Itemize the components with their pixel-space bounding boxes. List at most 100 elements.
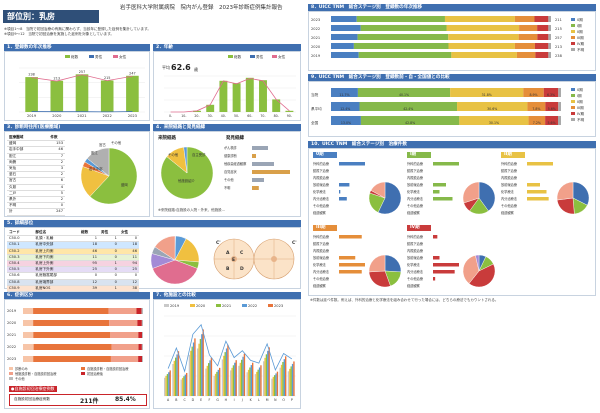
treatment-row-label-0-3: 放射線治療 bbox=[313, 182, 330, 187]
stage-trend-seg-2-0 bbox=[331, 34, 358, 40]
age-bar-2 bbox=[193, 110, 201, 112]
treatment-row-label-0-7: 経過観察 bbox=[313, 210, 327, 215]
table-row: 胆江 7 bbox=[7, 153, 65, 160]
address-pie-label-3: 宮古 bbox=[99, 142, 106, 147]
own-treatment-box: 自施設初回治療症例数 211件 85.4% bbox=[9, 394, 147, 406]
address-pie-label-0: 盛岡 bbox=[121, 182, 128, 187]
breast-label-0: A bbox=[226, 250, 230, 256]
compare-bar-6-3 bbox=[217, 369, 219, 396]
treatment-panel-3: III期 外科的治療 鏡視下治療 内視鏡治療 放射線治療 化学療法 内分泌療法 その他治療 経過… bbox=[313, 225, 403, 295]
section-3-box: 医療圏域 件数 盛岡 153 岩手中部 46 胆江 7 両磐 2 気仙 3 釜石 2 宮古 6 久慈 4 二戸 5… bbox=[4, 131, 150, 217]
table-row: C50.3 乳房下内側 11 0 11 bbox=[7, 254, 139, 262]
address-col-count: 件数 bbox=[43, 135, 65, 142]
compare-bar-14-1 bbox=[280, 364, 283, 396]
treatment-pie-3-slice-0 bbox=[384, 254, 402, 273]
section-4-box: 来院経路 他施設紹介 自主受診 その他 発見経緯 がん検診 健康診断 他疾患経過観察 自覚… bbox=[153, 131, 301, 217]
section-5-box: コード 部位名 総数 男性 女性 C50.0 乳頭・乳輪 1 1 0 C50.1 乳房中央部 18 0 1… bbox=[4, 227, 301, 299]
stage-compare-seglabel-2-0: 13.0% bbox=[341, 121, 351, 125]
compare-bar-3-4 bbox=[194, 338, 196, 396]
treatment-row-label-1-5: 内分泌療法 bbox=[407, 196, 423, 201]
table-row: 計 247 bbox=[7, 208, 65, 216]
treatment-pie-1-slice-5 bbox=[462, 181, 480, 204]
compare-cat-6: G bbox=[216, 398, 219, 402]
stage-compare-seg-2-0 bbox=[331, 116, 361, 125]
stage-trend-legend-2: II期 bbox=[577, 29, 583, 34]
treatment-row-label-3-1: 鏡視下治療 bbox=[313, 241, 330, 246]
found-bar-3 bbox=[252, 170, 290, 174]
compare-bar-8-3 bbox=[234, 362, 236, 396]
compare-cat-1: B bbox=[175, 398, 177, 402]
route-label-2: その他 bbox=[168, 152, 179, 157]
case-seg-0-0 bbox=[23, 308, 34, 314]
site-col-1: 部位名 bbox=[33, 230, 80, 237]
site-cell: 0 bbox=[118, 235, 139, 243]
table-row: 宮古 6 bbox=[7, 177, 65, 185]
compare-cat-5: F bbox=[208, 398, 210, 402]
compare-bar-3-0 bbox=[188, 354, 191, 396]
compare-bar-6-2 bbox=[216, 371, 218, 396]
case-seg-2-3 bbox=[138, 332, 143, 338]
reg-legend-2: 女性 bbox=[119, 54, 127, 59]
treatment-row-label-2-1: 鏡視下治療 bbox=[501, 168, 518, 173]
compare-legend-0: 2019 bbox=[170, 304, 180, 308]
treatment-row-label-1-7: 経過観察 bbox=[407, 210, 421, 215]
address-pie-label-4: その他 bbox=[111, 140, 122, 145]
compare-bar-5-2 bbox=[208, 363, 210, 396]
reg-cat-2: 2021 bbox=[77, 114, 86, 118]
compare-bar-14-4 bbox=[285, 356, 287, 396]
stage-compare-seg-2-4 bbox=[545, 116, 559, 125]
treatment-bar-4-6 bbox=[433, 277, 436, 281]
breast-diagram: A B C DE C' C' bbox=[213, 238, 297, 280]
stage-compare-seglabel-1-2: 30.6% bbox=[487, 107, 497, 111]
address-cell: 不明 bbox=[7, 202, 44, 210]
stage-trend-seg-1-1 bbox=[360, 25, 447, 31]
site-cell: 12 bbox=[79, 279, 99, 286]
treatment-panel-title-0: 0期 bbox=[313, 152, 337, 158]
age-cat-7: 70- bbox=[260, 114, 265, 118]
stage-compare-legend-3: III期 bbox=[577, 105, 584, 110]
stage-compare-seglabel-1-4: 5.6% bbox=[548, 107, 556, 111]
reg-cat-0: 2019 bbox=[27, 114, 37, 118]
compare-bar-6-0 bbox=[213, 375, 215, 396]
treatment-row-label-0-4: 化学療法 bbox=[313, 189, 326, 194]
compare-bar-5-1 bbox=[206, 365, 208, 396]
nipple-mark-1 bbox=[271, 256, 277, 262]
compare-bar-13-4 bbox=[276, 371, 279, 396]
compare-bar-3-2 bbox=[191, 346, 193, 396]
treatment-pie-4-slice-5 bbox=[462, 255, 480, 284]
compare-bar-15-0 bbox=[287, 371, 290, 396]
stage-trend-seg-1-5 bbox=[548, 25, 551, 31]
site-cell: 1 bbox=[99, 260, 119, 268]
compare-line bbox=[167, 323, 293, 373]
table-row: 二戸 5 bbox=[7, 190, 65, 198]
age-bar-8 bbox=[272, 99, 281, 112]
compare-legend-1: 2020 bbox=[196, 304, 206, 308]
compare-bar-10-2 bbox=[249, 367, 251, 396]
stage-trend-seg-4-3 bbox=[516, 52, 536, 58]
section-7-title: 7．他施設との比較 bbox=[153, 292, 301, 299]
found-bar-2 bbox=[252, 162, 274, 166]
reg-bar-1 bbox=[50, 80, 64, 112]
stage-trend-seg-0-2 bbox=[444, 16, 515, 22]
treatment-pie-0-slice-5 bbox=[370, 181, 386, 199]
compare-bar-4-3 bbox=[201, 334, 203, 396]
case-year-4: 2023 bbox=[7, 357, 16, 361]
stage-compare-seg-0-0 bbox=[331, 88, 358, 97]
section-9-box: 当院 11.7% 40.1% 31.8% 8.9% 6.3% 県平均 12.4% 42.4% 30… bbox=[308, 81, 596, 137]
compare-bar-8-4 bbox=[235, 360, 237, 396]
compare-bar-7-0 bbox=[221, 359, 224, 396]
table-row: C50.1 乳房中央部 18 0 18 bbox=[7, 241, 139, 249]
found-bar-1 bbox=[252, 154, 256, 158]
treatment-pie-3-slice-4 bbox=[368, 270, 391, 288]
stage-trend-seg-2-5 bbox=[548, 34, 551, 40]
section-2-chart: 0- 10- 20- 30- 40- 50- 60- 70- 80- 90- 総数 男性 女性 平均 6… bbox=[153, 51, 301, 121]
treatment-bar-3-4 bbox=[339, 263, 365, 267]
breast-label-4: E bbox=[232, 257, 235, 263]
table-row: 両磐 2 bbox=[7, 159, 65, 167]
treatment-bar-4-4 bbox=[433, 263, 459, 267]
breast-label-2: C bbox=[240, 250, 244, 256]
stage-compare-seglabel-2-4: 5.6% bbox=[548, 121, 556, 125]
stage-trend-count-3: 213 bbox=[555, 45, 562, 49]
address-cell: 岩手中部 bbox=[7, 146, 44, 154]
